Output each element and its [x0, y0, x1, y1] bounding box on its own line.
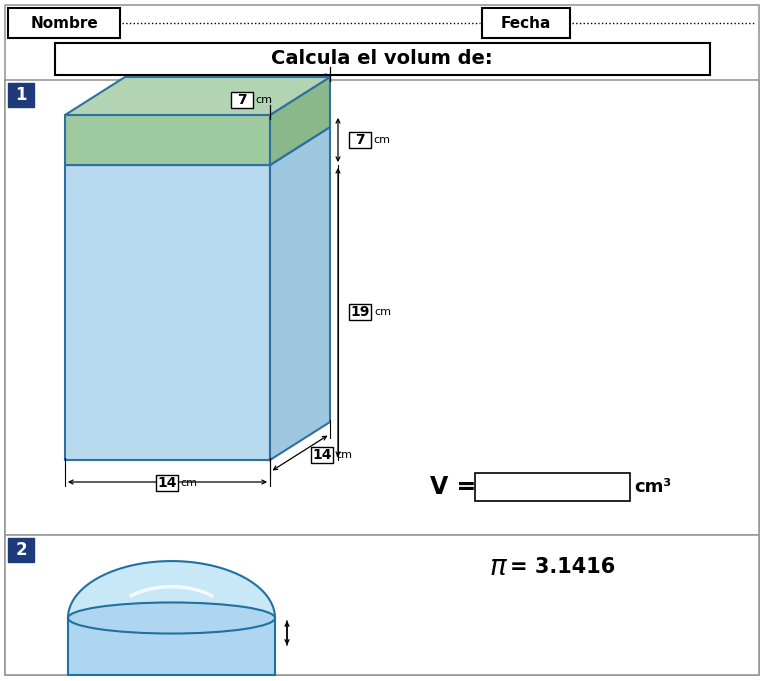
Polygon shape: [8, 538, 34, 562]
Polygon shape: [65, 77, 330, 115]
Text: cm: cm: [255, 95, 272, 105]
Ellipse shape: [68, 603, 275, 633]
Text: cm: cm: [335, 450, 352, 460]
Text: V =: V =: [430, 475, 476, 499]
Polygon shape: [231, 92, 253, 108]
Text: cm: cm: [374, 307, 391, 317]
Polygon shape: [270, 127, 330, 460]
Text: cm³: cm³: [634, 478, 671, 496]
Text: 7: 7: [355, 133, 365, 147]
Text: 14: 14: [157, 476, 176, 490]
Text: = 3.1416: = 3.1416: [510, 557, 615, 577]
Polygon shape: [8, 83, 34, 107]
Text: Fecha: Fecha: [501, 16, 551, 31]
Polygon shape: [65, 127, 330, 165]
Text: $\pi$: $\pi$: [489, 553, 508, 581]
Text: cm: cm: [180, 478, 197, 488]
Polygon shape: [475, 473, 630, 501]
Polygon shape: [65, 115, 270, 165]
Polygon shape: [65, 165, 270, 460]
Polygon shape: [5, 80, 759, 535]
Polygon shape: [349, 132, 371, 148]
Text: 19: 19: [351, 305, 370, 319]
Polygon shape: [156, 475, 178, 491]
Text: 14: 14: [312, 448, 332, 462]
Polygon shape: [68, 561, 275, 618]
Polygon shape: [270, 77, 330, 165]
Text: Nombre: Nombre: [30, 16, 98, 31]
Polygon shape: [5, 535, 759, 675]
Text: 7: 7: [237, 93, 247, 107]
Polygon shape: [349, 304, 371, 320]
Text: 1: 1: [15, 86, 27, 104]
Text: Calcula el volum de:: Calcula el volum de:: [271, 50, 493, 69]
Text: 2: 2: [15, 541, 27, 559]
Text: cm: cm: [373, 135, 390, 145]
Polygon shape: [311, 447, 333, 463]
Polygon shape: [68, 618, 275, 675]
